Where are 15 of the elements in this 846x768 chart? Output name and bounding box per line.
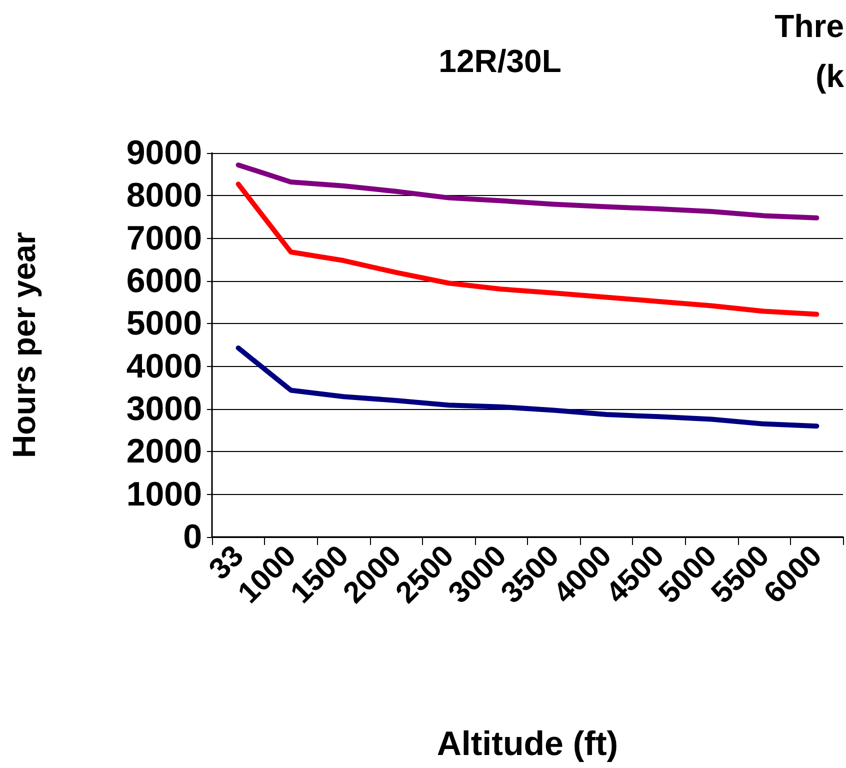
chart-title: 12R/30L (438, 43, 562, 79)
y-tick-label: 2000 (126, 432, 202, 471)
y-tick-label: 3000 (126, 390, 202, 428)
y-tick-label: 0 (183, 518, 202, 556)
y-tick-label: 6000 (126, 262, 202, 300)
y-tick-label: 8000 (126, 176, 202, 215)
text: (k (816, 58, 844, 94)
y-tick-label: 4000 (126, 347, 202, 386)
y-tick-label: 5000 (126, 304, 202, 343)
x-axis-title: Altitude (ft) (436, 725, 618, 763)
y-tick-label: 7000 (126, 219, 202, 258)
y-tick-label: 1000 (126, 475, 202, 514)
y-tick-label: 9000 (126, 134, 202, 172)
y-axis-title: Hours per year (6, 232, 42, 458)
text: Thre (774, 8, 844, 44)
